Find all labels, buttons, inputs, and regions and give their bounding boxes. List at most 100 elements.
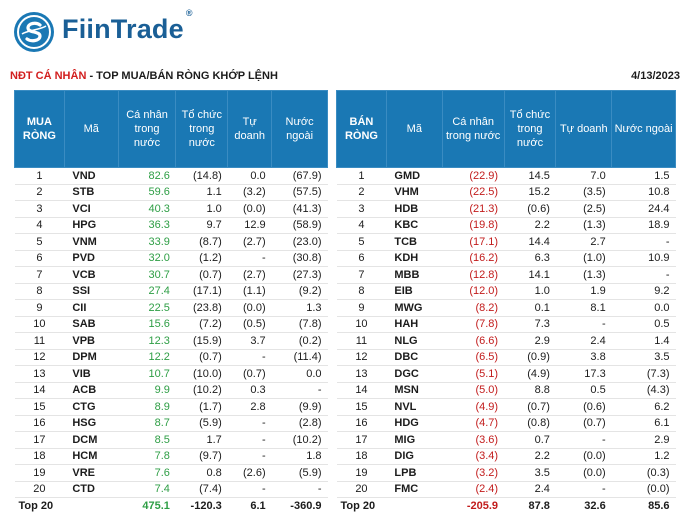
individual-value-cell: (6.5) bbox=[442, 349, 505, 366]
report-title-bar: NĐT CÁ NHÂN - TOP MUA/BÁN RÒNG KHỚP LỆNH… bbox=[10, 70, 680, 88]
institution-value-cell: 3.5 bbox=[504, 464, 556, 482]
ticker-cell: MWG bbox=[386, 299, 443, 317]
rank-cell: 1 bbox=[336, 167, 387, 185]
proprietary-value-cell: - bbox=[555, 481, 612, 498]
table-row: 3 VCI 40.3 1.0 (0.0) (41.3) bbox=[14, 200, 328, 218]
header-cell: Cá nhân trong nước bbox=[117, 90, 177, 168]
table-row: 2 STB 59.6 1.1 (3.2) (57.5) bbox=[14, 184, 328, 201]
foreign-value-cell: - bbox=[271, 481, 328, 498]
rank-cell: 13 bbox=[336, 365, 387, 383]
foreign-value-cell: 1.8 bbox=[271, 448, 328, 465]
proprietary-value-cell: (0.6) bbox=[555, 398, 612, 416]
institution-value-cell: 2.2 bbox=[504, 217, 556, 234]
rank-cell: 7 bbox=[14, 266, 65, 284]
institution-value-cell: (9.7) bbox=[175, 448, 228, 465]
ticker-cell: CTG bbox=[64, 398, 119, 416]
institution-value-cell: 1.0 bbox=[175, 200, 228, 218]
proprietary-value-cell: 0.5 bbox=[555, 382, 612, 399]
foreign-value-cell: 0.5 bbox=[611, 316, 676, 333]
ticker-cell: VND bbox=[64, 167, 119, 185]
total-label: Top 20 bbox=[14, 497, 119, 514]
institution-value-cell: 9.7 bbox=[175, 217, 228, 234]
ticker-cell: MIG bbox=[386, 431, 443, 449]
rank-cell: 16 bbox=[14, 415, 65, 432]
table-row: 19 LPB (3.2) 3.5 (0.0) (0.3) bbox=[336, 464, 676, 482]
institution-value-cell: (8.7) bbox=[175, 233, 228, 251]
ticker-cell: HAH bbox=[386, 316, 443, 333]
ticker-cell: VCB bbox=[64, 266, 119, 284]
total-label: Top 20 bbox=[336, 497, 443, 514]
foreign-value-cell: 3.5 bbox=[611, 349, 676, 366]
foreign-value-cell: (2.8) bbox=[271, 415, 328, 432]
rank-cell: 20 bbox=[14, 481, 65, 498]
proprietary-value-cell: (1.3) bbox=[555, 266, 612, 284]
individual-value-cell: (7.8) bbox=[442, 316, 505, 333]
net-buy-header-row: MUA RÒNG Mã Cá nhân trong nước Tổ chức t… bbox=[14, 90, 328, 168]
institution-value-cell: 14.1 bbox=[504, 266, 556, 284]
individual-value-cell: (4.7) bbox=[442, 415, 505, 432]
foreign-value-cell: 1.2 bbox=[611, 448, 676, 465]
table-row: 8 SSI 27.4 (17.1) (1.1) (9.2) bbox=[14, 283, 328, 300]
rank-cell: 1 bbox=[14, 167, 65, 185]
rank-cell: 11 bbox=[14, 332, 65, 350]
table-row: 6 KDH (16.2) 6.3 (1.0) 10.9 bbox=[336, 250, 676, 267]
proprietary-value-cell: (0.7) bbox=[555, 415, 612, 432]
header-cell: Mã bbox=[63, 90, 119, 168]
rank-cell: 3 bbox=[336, 200, 387, 218]
rank-cell: 15 bbox=[14, 398, 65, 416]
proprietary-value-cell: 17.3 bbox=[555, 365, 612, 383]
table-row: 2 VHM (22.5) 15.2 (3.5) 10.8 bbox=[336, 184, 676, 201]
individual-value-cell: 12.2 bbox=[118, 349, 176, 366]
total-row: Top 20 475.1 -120.3 6.1 -360.9 bbox=[14, 497, 328, 514]
individual-value-cell: (2.4) bbox=[442, 481, 505, 498]
proprietary-value-cell: - bbox=[227, 415, 272, 432]
rank-cell: 14 bbox=[14, 382, 65, 399]
institution-value-cell: (14.8) bbox=[175, 167, 228, 185]
header-cell: Tổ chức trong nước bbox=[175, 90, 229, 168]
individual-value-cell: 40.3 bbox=[118, 200, 176, 218]
individual-value-cell: (17.1) bbox=[442, 233, 505, 251]
rank-cell: 5 bbox=[14, 233, 65, 251]
individual-value-cell: 22.5 bbox=[118, 299, 176, 317]
net-buy-table: MUA RÒNG Mã Cá nhân trong nước Tổ chức t… bbox=[14, 90, 328, 514]
foreign-value-cell: (30.8) bbox=[271, 250, 328, 267]
institution-value-cell: 2.2 bbox=[504, 448, 556, 465]
ticker-cell: DIG bbox=[386, 448, 443, 465]
ticker-cell: SSI bbox=[64, 283, 119, 300]
ticker-cell: DPM bbox=[64, 349, 119, 366]
table-row: 20 FMC (2.4) 2.4- (0.0) bbox=[336, 481, 676, 498]
institution-value-cell: (0.9) bbox=[504, 349, 556, 366]
individual-value-cell: (22.5) bbox=[442, 184, 505, 201]
brand-name: FiinTrade® bbox=[62, 8, 193, 44]
ticker-cell: CTD bbox=[64, 481, 119, 498]
total-institution: 87.8 bbox=[504, 497, 556, 514]
rank-cell: 9 bbox=[14, 299, 65, 317]
table-row: 18 HCM 7.8 (9.7) -1.8 bbox=[14, 448, 328, 465]
foreign-value-cell: (4.3) bbox=[611, 382, 676, 399]
institution-value-cell: (0.7) bbox=[504, 398, 556, 416]
ticker-cell: GMD bbox=[386, 167, 443, 185]
ticker-cell: STB bbox=[64, 184, 119, 201]
institution-value-cell: (10.2) bbox=[175, 382, 228, 399]
total-foreign: 85.6 bbox=[611, 497, 676, 514]
ticker-cell: NVL bbox=[386, 398, 443, 416]
foreign-value-cell: 18.9 bbox=[611, 217, 676, 234]
table-row: 4 KBC (19.8) 2.2 (1.3) 18.9 bbox=[336, 217, 676, 234]
ticker-cell: VCI bbox=[64, 200, 119, 218]
institution-value-cell: 0.7 bbox=[504, 431, 556, 449]
proprietary-value-cell: - bbox=[555, 431, 612, 449]
foreign-value-cell: 6.2 bbox=[611, 398, 676, 416]
ticker-cell: HPG bbox=[64, 217, 119, 234]
foreign-value-cell: 1.5 bbox=[611, 167, 676, 185]
proprietary-value-cell: (0.5) bbox=[227, 316, 272, 333]
ticker-cell: HDB bbox=[386, 200, 443, 218]
individual-value-cell: 12.3 bbox=[118, 332, 176, 350]
institution-value-cell: (1.2) bbox=[175, 250, 228, 267]
individual-value-cell: 10.7 bbox=[118, 365, 176, 383]
proprietary-value-cell: (3.2) bbox=[227, 184, 272, 201]
total-institution: -120.3 bbox=[175, 497, 228, 514]
individual-value-cell: 30.7 bbox=[118, 266, 176, 284]
institution-value-cell: (10.0) bbox=[175, 365, 228, 383]
foreign-value-cell: (0.3) bbox=[611, 464, 676, 482]
institution-value-cell: 1.7 bbox=[175, 431, 228, 449]
